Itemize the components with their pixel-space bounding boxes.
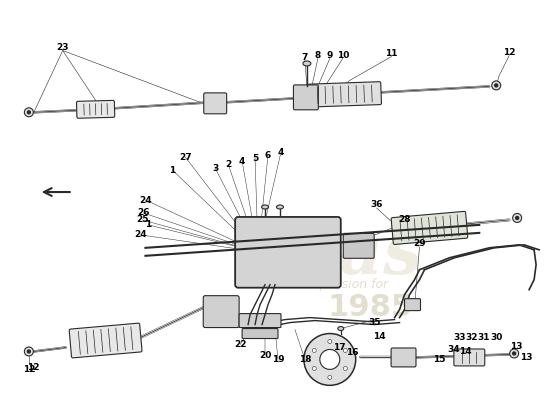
Circle shape	[24, 347, 34, 356]
Circle shape	[312, 348, 316, 352]
Text: 23: 23	[57, 43, 69, 52]
Circle shape	[510, 349, 519, 358]
Text: 13: 13	[520, 353, 532, 362]
Circle shape	[343, 366, 348, 370]
Text: 31: 31	[477, 333, 490, 342]
Text: 18: 18	[299, 355, 311, 364]
Circle shape	[328, 375, 332, 379]
Circle shape	[516, 216, 519, 220]
Text: 14: 14	[459, 347, 472, 356]
Circle shape	[343, 348, 348, 352]
Text: 26: 26	[137, 208, 150, 218]
Text: 33: 33	[453, 333, 466, 342]
Text: 34: 34	[447, 345, 460, 354]
Text: 36: 36	[370, 200, 383, 210]
Text: 2: 2	[225, 160, 232, 169]
Text: 25: 25	[136, 216, 149, 224]
Circle shape	[28, 350, 30, 353]
Text: 24: 24	[134, 230, 147, 239]
Circle shape	[24, 108, 34, 117]
Text: 1: 1	[169, 166, 175, 175]
Text: 15: 15	[433, 355, 446, 364]
Text: 32: 32	[465, 333, 477, 342]
Text: 8: 8	[315, 51, 321, 60]
Text: 29: 29	[413, 239, 426, 248]
Text: 12: 12	[503, 48, 515, 57]
Text: 16: 16	[346, 348, 359, 357]
FancyBboxPatch shape	[204, 296, 239, 328]
Circle shape	[28, 111, 30, 114]
Text: 1: 1	[145, 220, 152, 230]
Circle shape	[513, 352, 516, 355]
Text: 1985: 1985	[327, 293, 412, 322]
Circle shape	[328, 340, 332, 344]
FancyBboxPatch shape	[391, 348, 416, 367]
Text: 12: 12	[26, 363, 39, 372]
Text: 20: 20	[259, 351, 271, 360]
Text: 17: 17	[333, 343, 346, 352]
FancyBboxPatch shape	[405, 299, 421, 311]
Text: 28: 28	[398, 216, 411, 224]
Ellipse shape	[277, 205, 283, 209]
Text: 6: 6	[265, 151, 271, 160]
Text: 9: 9	[327, 51, 333, 60]
Circle shape	[312, 366, 316, 370]
Ellipse shape	[303, 61, 311, 66]
FancyBboxPatch shape	[294, 85, 318, 110]
Text: 22: 22	[234, 340, 246, 349]
Text: 12: 12	[23, 365, 35, 374]
Text: 10: 10	[337, 51, 349, 60]
Text: 4: 4	[239, 157, 245, 166]
Circle shape	[320, 350, 340, 370]
Text: cas: cas	[296, 221, 423, 288]
Text: 7: 7	[302, 53, 308, 62]
FancyBboxPatch shape	[242, 328, 278, 338]
Text: 35: 35	[368, 318, 381, 327]
Ellipse shape	[338, 326, 344, 330]
Circle shape	[513, 214, 521, 222]
FancyBboxPatch shape	[235, 217, 341, 288]
FancyBboxPatch shape	[391, 211, 467, 244]
Circle shape	[495, 84, 498, 87]
Circle shape	[304, 334, 356, 385]
Text: a passion for: a passion for	[307, 278, 388, 291]
Ellipse shape	[262, 205, 268, 209]
Circle shape	[492, 81, 500, 90]
Text: 19: 19	[272, 355, 284, 364]
FancyBboxPatch shape	[69, 323, 142, 358]
Text: 4: 4	[278, 148, 284, 157]
Text: 30: 30	[490, 333, 502, 342]
Text: 3: 3	[212, 164, 218, 173]
FancyBboxPatch shape	[454, 349, 485, 366]
Text: 14: 14	[373, 332, 386, 341]
Text: 5: 5	[252, 154, 258, 163]
FancyBboxPatch shape	[76, 100, 115, 118]
Text: 27: 27	[179, 153, 191, 162]
FancyBboxPatch shape	[343, 233, 374, 258]
FancyBboxPatch shape	[204, 93, 227, 114]
Text: 24: 24	[139, 196, 152, 204]
Text: 13: 13	[510, 342, 522, 351]
Text: 11: 11	[386, 49, 398, 58]
FancyBboxPatch shape	[239, 314, 281, 328]
FancyBboxPatch shape	[308, 82, 382, 107]
